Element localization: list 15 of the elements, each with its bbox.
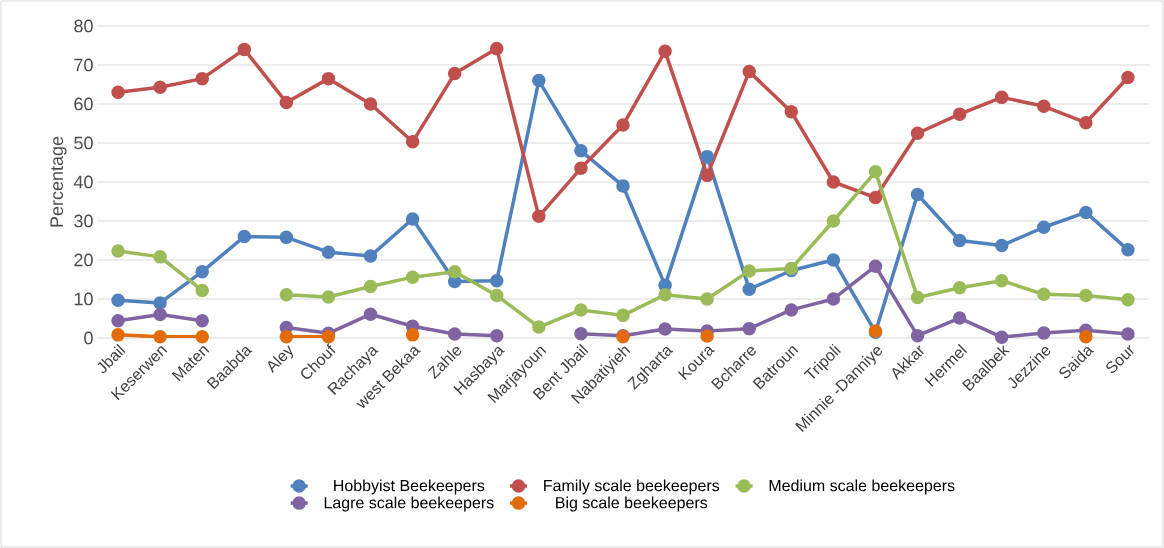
y-tick-label: 70	[74, 58, 93, 72]
legend-label: Family scale beekeepers	[544, 479, 720, 495]
y-tick-label: 30	[74, 214, 93, 228]
y-tick-label: 80	[74, 19, 93, 33]
legend-label: Big scale beekeepers	[556, 496, 708, 512]
y-tick-label: 50	[74, 136, 93, 150]
y-axis-title: Percentage	[50, 136, 67, 227]
legend-label: Medium scale beekeepers	[769, 479, 955, 495]
y-tick-label: 60	[74, 97, 93, 111]
y-tick-label: 0	[84, 331, 93, 345]
y-tick-label: 10	[74, 292, 93, 306]
y-tick-label: 40	[73, 175, 93, 189]
legend-label: Lagre scale beekeepers	[324, 496, 494, 512]
y-tick-label: 20	[74, 253, 93, 267]
legend-label: Hobbyist Beekeepers	[334, 479, 485, 495]
